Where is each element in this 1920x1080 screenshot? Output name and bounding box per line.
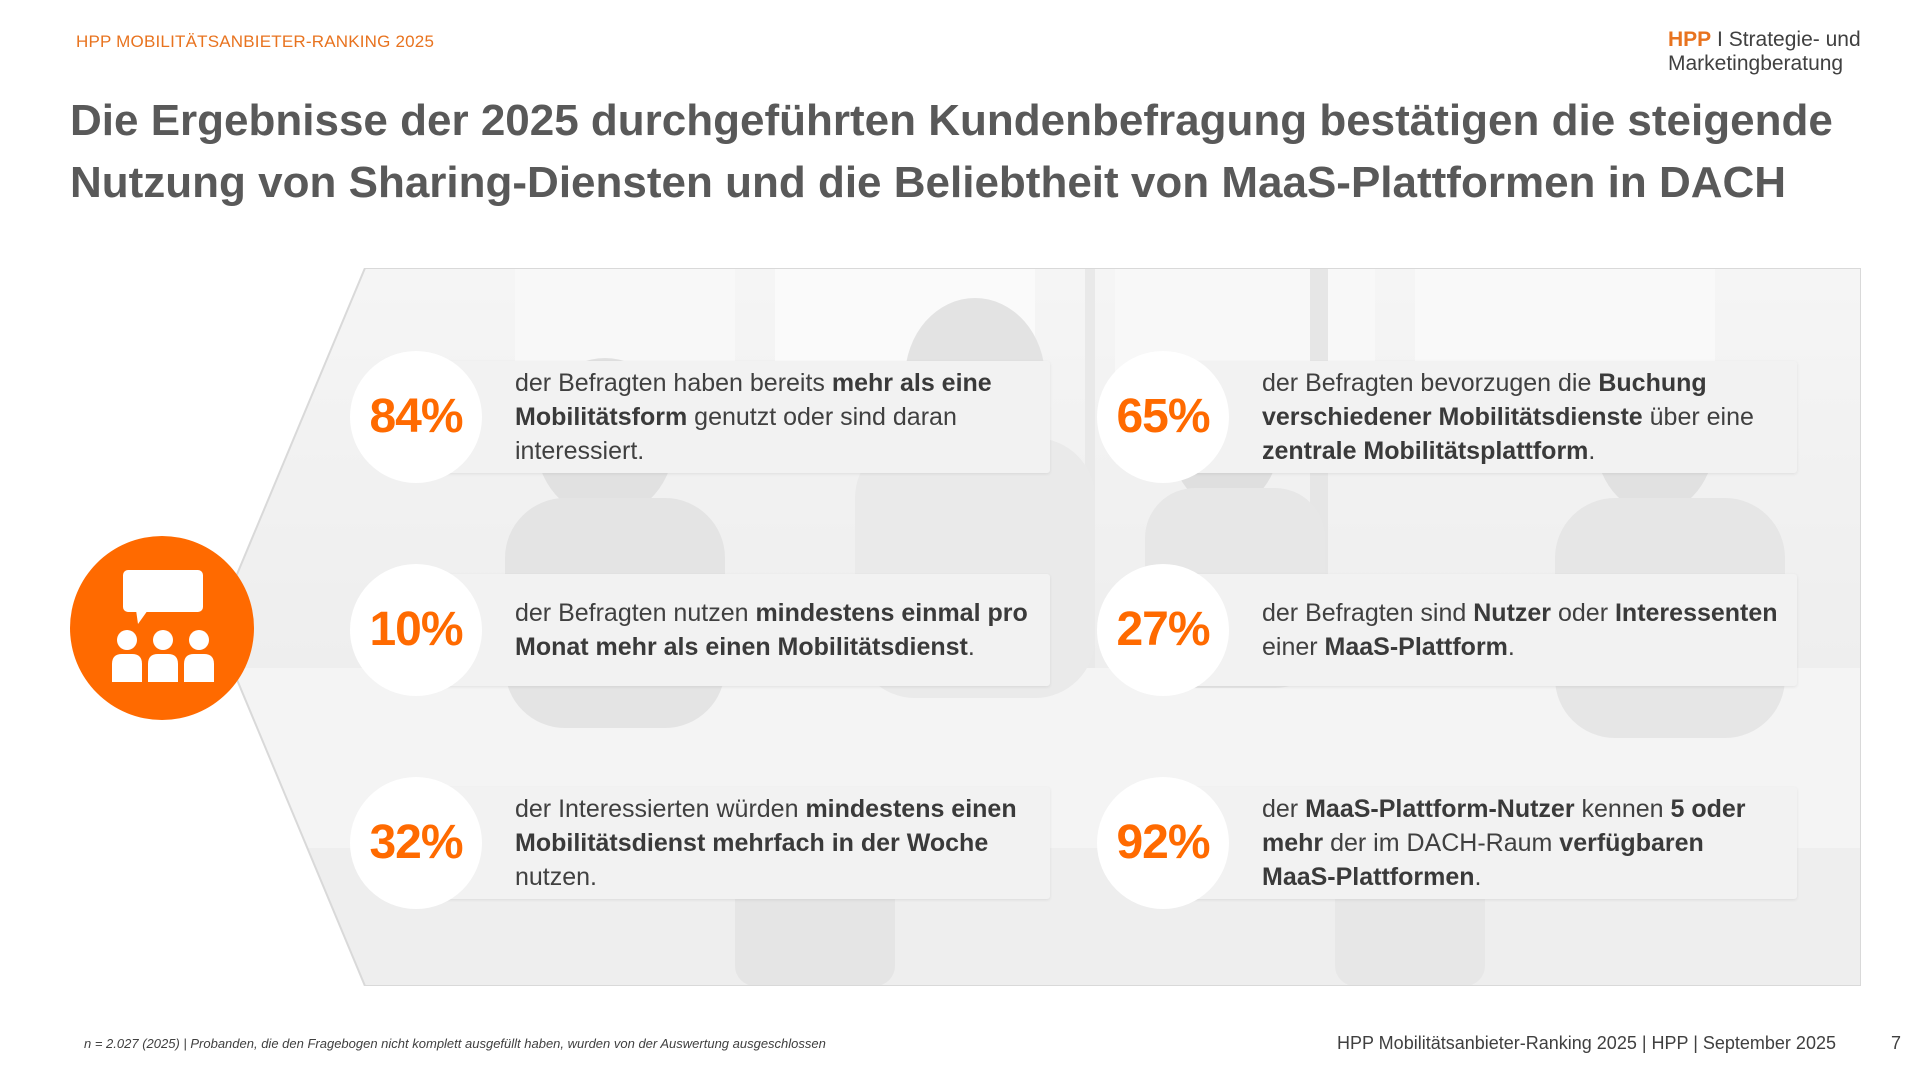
stat-text-run: mindestens einmal pro Monat mehr als ein… [515,599,1028,661]
stat-text-run: der Befragten haben bereits [515,369,832,397]
slide-title: Die Ergebnisse der 2025 durchgeführten K… [70,90,1850,214]
brand-line2: Marketingberatung [1668,52,1844,75]
stat-text-run: 5 oder mehr [1262,795,1746,857]
stat-circle-6: 92% [1097,777,1229,909]
stat-card-6: der MaaS-Plattform-Nutzer kennen 5 oder … [1157,787,1797,899]
stat-text-run: zentrale Mobilitätsplattform [1262,437,1589,465]
stat-text-run: nutzen. [515,863,598,891]
stat-text-run: mehr als eine Mobilitätsform [515,369,992,431]
stat-card-5: der Interessierten würden mindestens ein… [410,787,1050,899]
stat-text-run: kennen [1574,795,1671,823]
slide-title-line1: Die Ergebnisse der 2025 durchgeführten K… [70,96,1833,145]
stat-text-run: . [1588,437,1596,465]
stat-circle-1: 84% [350,351,482,483]
stat-text-run: verfügbaren MaaS-Plattformen [1262,829,1704,891]
stat-text-run: MaaS-Plattform [1324,633,1508,661]
stat-text-run: genutzt oder sind daran interessiert. [515,403,957,465]
stat-text-run: der im DACH-Raum [1323,829,1560,857]
page-number: 7 [1891,1033,1902,1053]
stat-text-3: der Befragten nutzen mindestens einmal p… [515,596,1050,664]
stat-text-run: . [967,633,975,661]
footer-source: HPP Mobilitätsanbieter-Ranking 2025 | HP… [1337,1033,1836,1053]
stat-text-2: der Befragten bevorzugen die Buchung ver… [1262,366,1797,468]
stat-value-1: 84% [369,390,463,443]
stat-card-4: der Befragten sind Nutzer oder Interesse… [1157,574,1797,686]
stat-text-run: oder [1551,599,1615,627]
stat-text-run: der [1262,795,1306,823]
stat-text-run: einer [1262,633,1325,661]
stat-text-run: der Interessierten würden [515,795,806,823]
stat-value-3: 10% [369,603,463,656]
stat-text-4: der Befragten sind Nutzer oder Interesse… [1262,596,1797,664]
stat-circle-2: 65% [1097,351,1229,483]
stat-text-5: der Interessierten würden mindestens ein… [515,792,1050,894]
stat-circle-4: 27% [1097,564,1229,696]
stat-text-6: der MaaS-Plattform-Nutzer kennen 5 oder … [1262,792,1797,894]
report-label: HPP MOBILITÄTSANBIETER-RANKING 2025 [76,32,435,51]
stat-text-run: mindestens einen Mobilitätsdienst mehrfa… [515,795,1017,857]
brand-separator: I [1711,28,1729,51]
stat-text-run: . [1507,633,1515,661]
stat-value-6: 92% [1116,816,1210,869]
stat-circle-5: 32% [350,777,482,909]
slide-title-line2: Nutzung von Sharing-Diensten und die Bel… [70,158,1787,207]
brand-logo: HPP I Strategie- und Marketingberatung [1668,28,1861,76]
stat-text-run: der Befragten nutzen [515,599,756,627]
brand-line1: Strategie- und [1728,28,1861,51]
stat-card-2: der Befragten bevorzugen die Buchung ver… [1157,361,1797,473]
survey-badge [70,536,254,720]
stat-text-run: Nutzer [1473,599,1552,627]
stat-circle-3: 10% [350,564,482,696]
stat-value-2: 65% [1116,390,1210,443]
stat-text-run: der Befragten sind [1262,599,1474,627]
stat-text-run: der Befragten bevorzugen die [1262,369,1599,397]
stat-value-5: 32% [369,816,463,869]
stat-text-run: . [1474,863,1482,891]
stat-value-4: 27% [1116,603,1210,656]
stat-card-3: der Befragten nutzen mindestens einmal p… [410,574,1050,686]
stat-text-run: Interessenten [1614,599,1778,627]
audience-speech-icon [112,570,214,682]
stat-card-1: der Befragten haben bereits mehr als ein… [410,361,1050,473]
brand-hpp: HPP [1668,28,1712,51]
stat-text-run: MaaS-Plattform-Nutzer [1305,795,1575,823]
stat-text-1: der Befragten haben bereits mehr als ein… [515,366,1050,468]
stat-text-run: Buchung verschiedener Mobilitätsdienste [1262,369,1707,431]
footnote: n = 2.027 (2025) | Probanden, die den Fr… [84,1036,826,1051]
stat-text-run: über eine [1642,403,1754,431]
